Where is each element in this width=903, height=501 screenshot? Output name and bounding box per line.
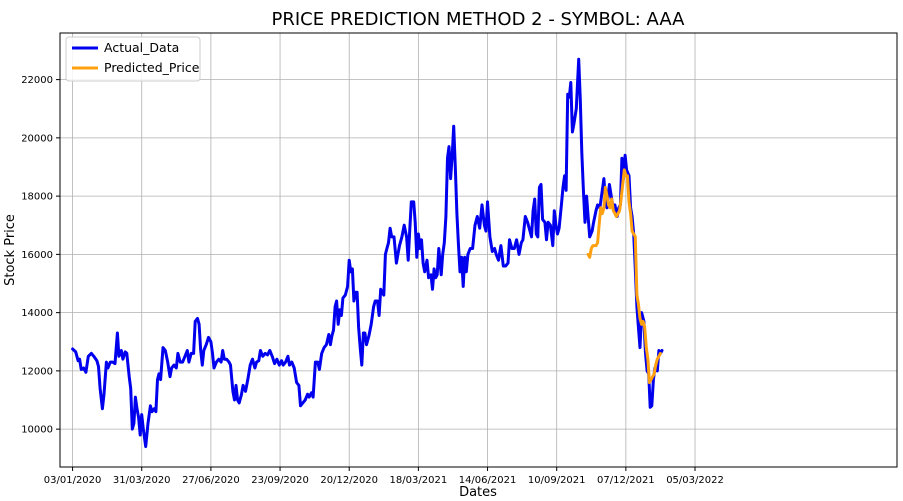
series-line-predicted-price [586, 168, 662, 384]
y-tick-label: 16000 [21, 250, 53, 261]
x-tick-label: 31/03/2020 [113, 475, 171, 486]
x-tick-label: 05/03/2022 [666, 475, 724, 486]
x-tick-label: 27/06/2020 [182, 475, 240, 486]
legend-label-predicted: Predicted_Price [104, 60, 200, 75]
x-tick-label: 14/06/2021 [459, 475, 517, 486]
series-layer [71, 57, 664, 449]
horizontal-gridlines [60, 79, 897, 430]
legend-label-actual: Actual_Data [104, 40, 179, 55]
y-tick-label: 10000 [21, 425, 53, 436]
y-axis-label: Stock Price [3, 214, 18, 286]
series-line-actual-data [71, 57, 664, 449]
y-tick-label: 20000 [21, 133, 53, 144]
y-tick-label: 12000 [21, 366, 53, 377]
chart-title: PRICE PREDICTION METHOD 2 - SYMBOL: AAA [272, 9, 686, 30]
legend: Actual_Data Predicted_Price [65, 36, 201, 82]
x-axis-ticks: 03/01/2020 31/03/2020 27/06/2020 23/09/2020… [44, 467, 724, 486]
x-tick-label: 03/01/2020 [44, 475, 102, 486]
x-tick-label: 10/09/2021 [528, 475, 586, 486]
x-tick-label: 18/03/2021 [390, 475, 448, 486]
plot-background [60, 33, 897, 467]
y-tick-label: 22000 [21, 75, 53, 86]
x-tick-label: 07/12/2021 [597, 475, 655, 486]
plot-frame [59, 32, 898, 468]
x-tick-label: 20/12/2020 [320, 475, 378, 486]
x-axis-label: Dates [459, 485, 497, 500]
x-tick-label: 23/09/2020 [251, 475, 309, 486]
y-tick-label: 14000 [21, 308, 53, 319]
y-axis-ticks: 10000 12000 14000 16000 18000 20000 22000 [21, 75, 60, 436]
y-tick-label: 18000 [21, 192, 53, 203]
legend-box [65, 36, 201, 82]
